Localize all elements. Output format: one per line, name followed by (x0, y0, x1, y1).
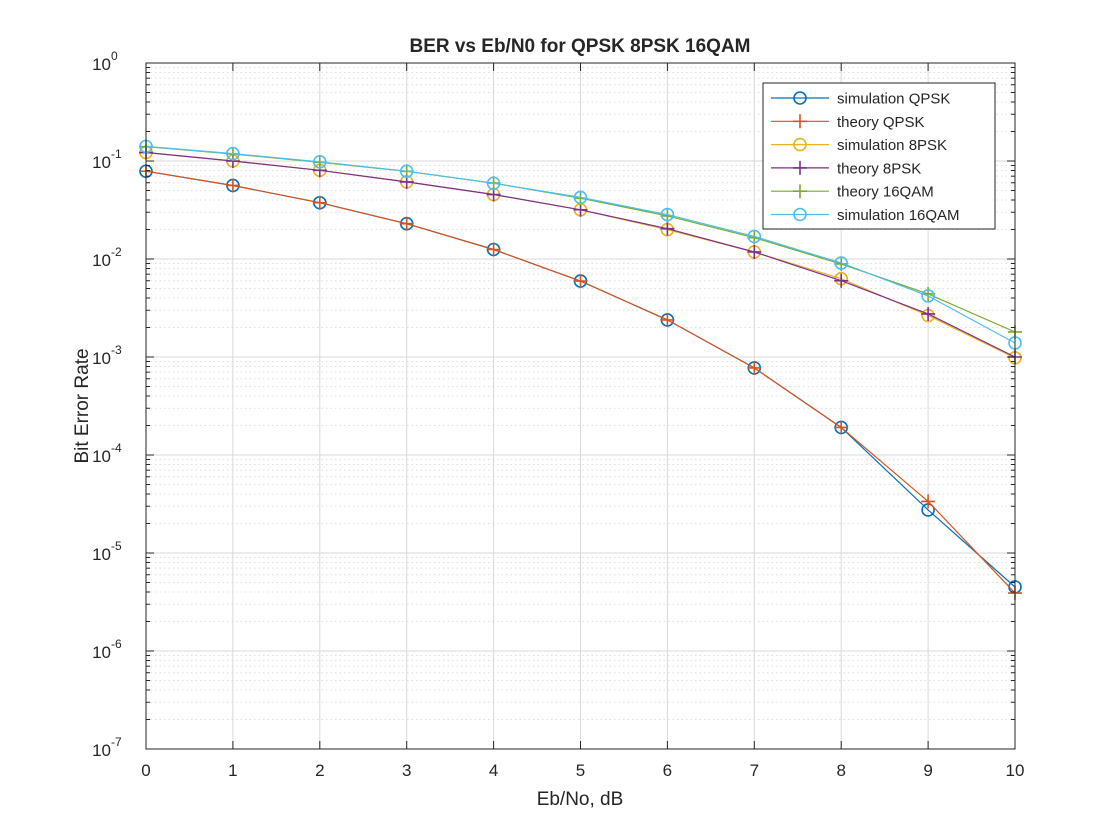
y-tick-base: 10 (92, 643, 111, 662)
y-tick-label: 10 (92, 153, 111, 172)
legend-box (762, 82, 996, 230)
y-tick-base: 10 (92, 741, 111, 760)
point-theory-qpsk-marker (486, 242, 501, 257)
point-simulation-16qam-marker (486, 176, 501, 191)
y-tick-exponent: -4 (111, 441, 122, 455)
series-line-simulation-16qam (145, 145, 1016, 344)
legend-swatch-marker (793, 91, 807, 105)
legend-swatch-marker (793, 184, 807, 199)
y-tick-label: 10 (92, 447, 111, 466)
legend-entry-simulation-qpsk: simulation QPSK (771, 91, 950, 108)
point-theory-8psk-marker (834, 273, 849, 288)
point-simulation-16qam-marker (921, 289, 935, 303)
legend-entry-theory-16qam: theory 16QAM (771, 184, 934, 201)
x-tick-label: 4 (489, 761, 498, 780)
legend-entry-theory-8psk: theory 8PSK (771, 160, 921, 177)
point-theory-qpsk-marker (834, 420, 849, 435)
point-theory-qpsk-marker (312, 195, 327, 210)
point-theory-qpsk-marker (747, 360, 762, 375)
legend-swatch-marker (793, 137, 807, 152)
y-tick-base: 10 (92, 545, 111, 564)
y-tick-base: 10 (92, 447, 111, 466)
y-tick-label: 10 (92, 545, 111, 564)
y-tick-base: 10 (92, 55, 111, 74)
series-layer (139, 139, 1022, 601)
legend-swatch-marker (793, 114, 807, 129)
y-tick-exponent: -7 (111, 735, 122, 749)
ticks (145, 62, 1016, 750)
legend-label: theory 16QAM (837, 184, 934, 201)
y-tick-label: 10 (92, 55, 111, 74)
legend-label: simulation QPSK (837, 91, 950, 108)
x-tick-label: 2 (315, 761, 324, 780)
y-tick-exponent: -6 (111, 637, 122, 651)
y-tick-exponent: -3 (111, 343, 122, 357)
legend: simulation QPSK theory QPSK simulation 8PS… (762, 82, 996, 230)
y-axis-label: Bit Error Rate (72, 348, 93, 463)
point-theory-qpsk-marker (660, 312, 675, 327)
y-tick-exponent: -5 (111, 539, 122, 553)
point-theory-qpsk-marker (573, 274, 588, 289)
legend-swatch-marker (793, 207, 807, 222)
legend-entry-simulation-8psk: simulation 8PSK (771, 137, 947, 154)
point-theory-8psk-marker (921, 306, 936, 321)
point-theory-qpsk-marker (225, 178, 240, 193)
x-tick-label: 10 (1006, 761, 1025, 780)
point-simulation-16qam-marker (747, 229, 762, 244)
point-simulation-16qam-marker (660, 207, 675, 222)
legend-label: simulation 8PSK (837, 137, 947, 154)
point-simulation-16qam-marker (573, 190, 588, 205)
x-axis-label: Eb/No, dB (537, 789, 624, 810)
y-tick-exponent: -1 (111, 147, 122, 161)
y-tick-exponent: -2 (111, 245, 122, 259)
x-tick-label: 0 (141, 761, 150, 780)
point-theory-qpsk-marker (921, 494, 936, 509)
series-simulation-16qam (139, 139, 1022, 350)
point-theory-8psk-marker (660, 221, 675, 236)
legend-label: theory 8PSK (837, 160, 921, 177)
series-theory-qpsk (139, 164, 1022, 601)
point-theory-8psk-marker (747, 244, 762, 259)
point-theory-qpsk-marker (399, 216, 414, 231)
x-tick-label: 7 (750, 761, 759, 780)
y-tick-label: 10 (92, 643, 111, 662)
point-simulation-16qam-marker (399, 164, 414, 179)
point-simulation-16qam-marker (226, 146, 240, 161)
point-simulation-16qam-marker (834, 256, 849, 270)
x-tick-label: 5 (576, 761, 585, 780)
y-tick-base: 10 (92, 349, 111, 368)
y-tick-base: 10 (92, 153, 111, 172)
x-tick-label: 8 (836, 761, 845, 780)
x-tick-label: 3 (402, 761, 411, 780)
legend-label: theory QPSK (837, 114, 925, 131)
y-tick-label: 10 (92, 251, 111, 270)
x-tick-label: 6 (663, 761, 672, 780)
legend-entry-simulation-16qam: simulation 16QAM (771, 207, 960, 224)
y-tick-label: 10 (92, 349, 111, 368)
chart-title: BER vs Eb/N0 for QPSK 8PSK 16QAM (409, 36, 750, 57)
x-tick-label: 1 (228, 761, 237, 780)
y-tick-base: 10 (92, 251, 111, 270)
legend-entry-theory-qpsk: theory QPSK (771, 114, 925, 131)
y-tick-label: 10 (92, 741, 111, 760)
x-tick-label: 9 (923, 761, 932, 780)
legend-label: simulation 16QAM (837, 207, 960, 224)
point-simulation-16qam-marker (312, 155, 327, 169)
y-tick-exponent: 0 (111, 49, 118, 63)
x-tick-labels: 0 1 2 3 4 5 6 7 8 9 10 (141, 761, 1024, 780)
legend-swatch-marker (793, 160, 807, 175)
grid (145, 62, 1016, 750)
